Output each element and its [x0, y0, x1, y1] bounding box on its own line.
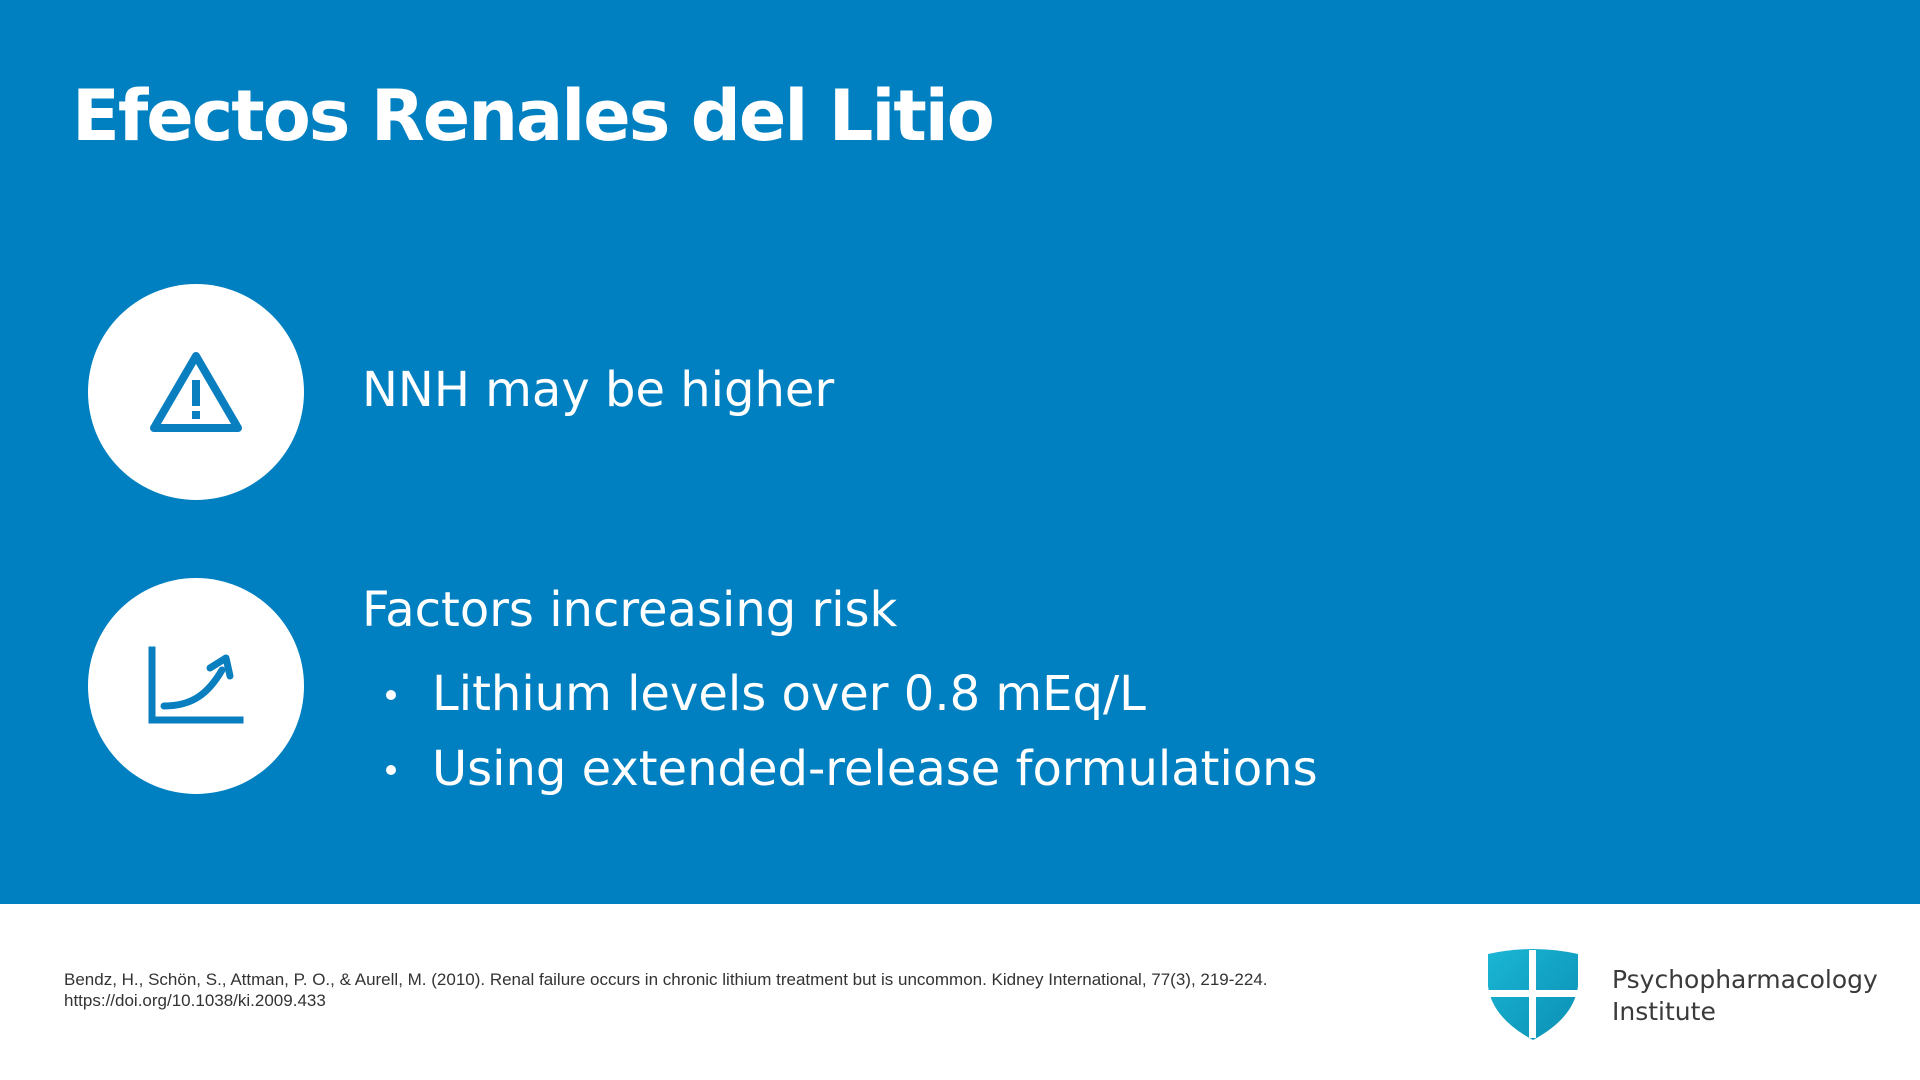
rising-chart-icon: [148, 646, 244, 724]
logo-line-2: Institute: [1612, 997, 1716, 1026]
institute-logo: Psychopharmacology Institute: [1484, 946, 1878, 1042]
bullet-dot-icon: [386, 764, 396, 775]
bullet-dot-icon: [386, 689, 396, 700]
main-panel: Efectos Renales del Litio NNH may be hig…: [0, 0, 1920, 904]
chart-icon-circle: [88, 578, 304, 794]
item-nnh-text: NNH may be higher: [362, 362, 835, 418]
citation-doi: https://doi.org/10.1038/ki.2009.433: [64, 991, 326, 1010]
bullet-text: Using extended-release formulations: [432, 741, 1318, 797]
slide-title: Efectos Renales del Litio: [72, 75, 995, 157]
citation-reference: Bendz, H., Schön, S., Attman, P. O., & A…: [64, 970, 1268, 989]
list-item: Using extended-release formulations: [386, 732, 1318, 807]
risk-bullet-list: Lithium levels over 0.8 mEq/L Using exte…: [386, 657, 1318, 807]
bullet-text: Lithium levels over 0.8 mEq/L: [432, 666, 1146, 722]
item-risk-heading: Factors increasing risk: [362, 582, 898, 638]
citation: Bendz, H., Schön, S., Attman, P. O., & A…: [64, 969, 1444, 1011]
warning-icon-circle: [88, 284, 304, 500]
list-item: Lithium levels over 0.8 mEq/L: [386, 657, 1318, 732]
shield-logo-icon: [1488, 949, 1578, 1040]
logo-wordmark: Psychopharmacology Institute: [1612, 964, 1878, 1028]
logo-line-1: Psychopharmacology: [1612, 965, 1878, 994]
warning-triangle-icon: [150, 352, 242, 432]
